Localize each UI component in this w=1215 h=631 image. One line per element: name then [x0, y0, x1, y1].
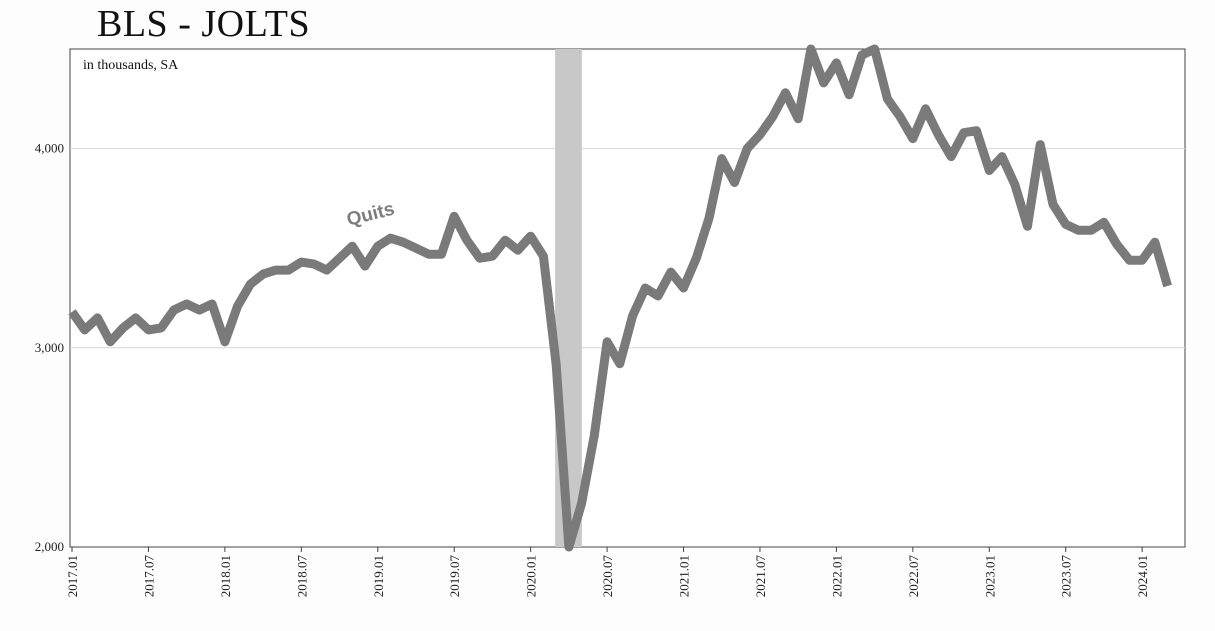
x-tick-label: 2023.01	[982, 555, 997, 597]
y-tick-label: 2,000	[35, 539, 64, 554]
x-tick-label: 2021.07	[753, 555, 768, 598]
y-axis-ticks: 2,000 3,000 4,000	[35, 141, 64, 554]
x-axis-ticks: 2017.01 2017.07 2018.01 2018.07 2019.01 2019.…	[65, 547, 1150, 597]
x-tick-label: 2019.01	[371, 555, 386, 597]
x-tick-label: 2020.07	[600, 555, 615, 598]
y-tick-label: 3,000	[35, 340, 64, 355]
plot-area	[69, 48, 1186, 548]
x-tick-label: 2019.07	[447, 555, 462, 598]
x-tick-label: 2018.01	[218, 555, 233, 597]
chart-title: BLS - JOLTS	[97, 3, 311, 45]
x-tick-label: 2017.07	[141, 555, 156, 598]
x-tick-label: 2024.01	[1135, 555, 1150, 597]
x-tick-label: 2022.01	[829, 555, 844, 597]
x-tick-label: 2021.01	[677, 555, 692, 597]
y-tick-label: 4,000	[35, 141, 64, 156]
x-tick-label: 2022.07	[906, 555, 921, 598]
recession-band	[555, 49, 582, 547]
recession-shading	[555, 49, 582, 547]
series-line-quits	[68, 44, 1172, 552]
x-tick-label: 2018.07	[294, 555, 309, 598]
x-tick-label: 2020.01	[524, 555, 539, 597]
series-group	[68, 44, 1172, 552]
x-tick-label: 2023.07	[1059, 555, 1074, 598]
x-tick-label: 2017.01	[65, 555, 80, 597]
units-note: in thousands, SA	[83, 58, 179, 73]
